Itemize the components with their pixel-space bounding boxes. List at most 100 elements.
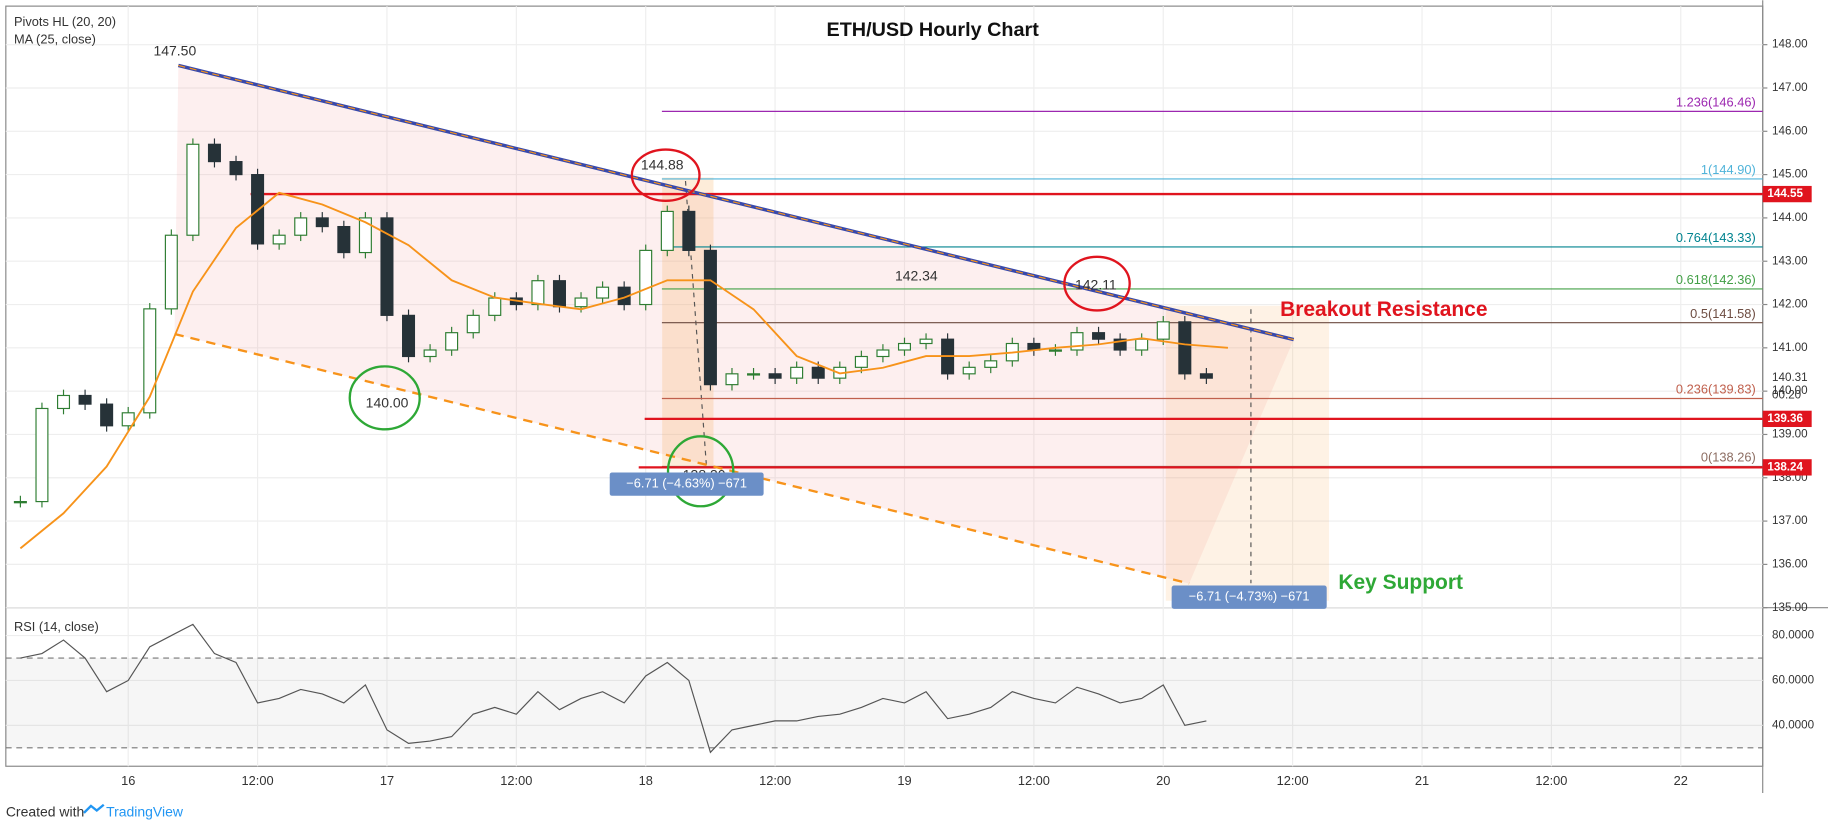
- rsi-line: [20, 623, 1207, 754]
- candle-body: [402, 314, 416, 358]
- x-tick-label: 12:00: [1277, 773, 1309, 788]
- fib-label: 0.5(141.58): [1690, 306, 1756, 321]
- highlight-circle: [348, 365, 421, 431]
- candle-body: [337, 225, 351, 254]
- x-tick-label: 22: [1674, 773, 1688, 788]
- price-annotation: 142.34: [895, 267, 938, 283]
- candle-body: [78, 394, 92, 405]
- candle-body: [143, 308, 157, 414]
- candle-body: [423, 349, 437, 358]
- candle-body: [1135, 338, 1149, 351]
- y-tick-label: 141.00: [1772, 341, 1808, 354]
- candle-body: [811, 366, 825, 379]
- candle-body: [1113, 338, 1127, 351]
- candle-body: [1178, 321, 1192, 375]
- candle-body: [358, 217, 372, 254]
- y-tick-label: 146.00: [1772, 124, 1808, 137]
- footer-brand[interactable]: TradingView: [106, 804, 184, 820]
- candle-body: [121, 412, 135, 427]
- y-tick-label: 148.00: [1772, 38, 1808, 51]
- candle-body: [186, 143, 200, 236]
- candle-body: [876, 349, 890, 358]
- rsi-band-fill: [6, 658, 1763, 748]
- trend-line: [174, 332, 1190, 585]
- candle-body: [1048, 349, 1062, 352]
- price-tag: [1762, 185, 1812, 203]
- candle-body: [703, 249, 717, 386]
- fib-label: 0(138.26): [1701, 450, 1756, 465]
- candle-body: [100, 403, 114, 427]
- fib-label: 0.764(143.33): [1676, 230, 1756, 245]
- candle-body: [574, 297, 588, 308]
- candle-body: [531, 280, 545, 306]
- price-annotation: 140.00: [366, 394, 409, 410]
- candle-body: [639, 249, 653, 306]
- measure-box: [1171, 585, 1327, 609]
- x-tick-label: 19: [897, 773, 911, 788]
- x-tick-label: 21: [1415, 773, 1429, 788]
- candle-body: [380, 217, 394, 316]
- candle-body: [294, 217, 308, 236]
- measure-shade: [1165, 305, 1330, 601]
- candle-body: [725, 373, 739, 386]
- candle-body: [164, 234, 178, 310]
- candle-body: [682, 210, 696, 251]
- highlight-circle: [1063, 255, 1131, 312]
- y-tick-label: 60.0000: [1772, 674, 1815, 687]
- candle-body: [660, 210, 674, 251]
- price-tag: [1762, 410, 1812, 428]
- candle-body: [272, 234, 286, 245]
- price-tag-label: 144.55: [1767, 187, 1803, 200]
- candle-body: [790, 366, 804, 379]
- candle-body: [315, 217, 329, 228]
- fib-label: 1.236(146.46): [1676, 95, 1756, 110]
- fib-label: 0.236(139.83): [1676, 382, 1756, 397]
- x-tick-label: 12:00: [500, 773, 532, 788]
- y-tick-label: 136.00: [1772, 557, 1808, 570]
- candle-body: [897, 342, 912, 351]
- candle-body: [919, 338, 933, 345]
- candle-body: [207, 143, 221, 163]
- y-tick-label: 137.00: [1772, 514, 1808, 527]
- candle-body: [854, 355, 868, 368]
- y-tick-label: 147.00: [1772, 81, 1808, 94]
- chart-title: ETH/USD Hourly Chart: [827, 19, 1040, 41]
- x-tick-label: 12:00: [1018, 773, 1050, 788]
- candle-body: [1070, 332, 1084, 351]
- measure-label: −6.71 (−4.63%) −671: [626, 476, 747, 491]
- candle-body: [747, 373, 761, 376]
- y-tick-label: 80.0000: [1772, 629, 1815, 642]
- fib-label: 0.618(142.36): [1676, 272, 1756, 287]
- callout: Key Support: [1338, 571, 1463, 594]
- indicator-label: Pivots HL (20, 20): [14, 14, 116, 29]
- candle-body: [488, 297, 502, 316]
- candle-body: [13, 501, 27, 504]
- candle-body: [35, 407, 49, 503]
- candle-body: [962, 366, 976, 375]
- price-tag: [1762, 459, 1812, 476]
- ma-line: [19, 191, 1229, 550]
- y-tick-label: 142.00: [1772, 298, 1808, 311]
- candle-body: [229, 161, 243, 176]
- y-tick-label: 40.0000: [1772, 718, 1815, 731]
- price-tag-label: 139.36: [1767, 412, 1803, 425]
- x-tick-label: 12:00: [1535, 773, 1567, 788]
- candle-body: [552, 280, 566, 308]
- price-annotation: 147.50: [154, 42, 197, 58]
- measure-label: −6.71 (−4.73%) −671: [1189, 589, 1310, 604]
- last-price-label: 140.31: [1772, 371, 1808, 384]
- candle-body: [984, 360, 998, 368]
- candle-body: [1092, 332, 1106, 340]
- y-tick-label: 144.00: [1772, 211, 1808, 224]
- x-tick-label: 17: [380, 773, 394, 788]
- x-tick-label: 16: [121, 773, 135, 788]
- y-tick-label: 143.00: [1772, 254, 1808, 267]
- countdown-label: 00:20: [1772, 388, 1802, 401]
- candle-body: [768, 373, 782, 379]
- fib-label: 1(144.90): [1701, 162, 1756, 177]
- highlight-circle: [666, 435, 735, 508]
- x-tick-label: 20: [1156, 773, 1170, 788]
